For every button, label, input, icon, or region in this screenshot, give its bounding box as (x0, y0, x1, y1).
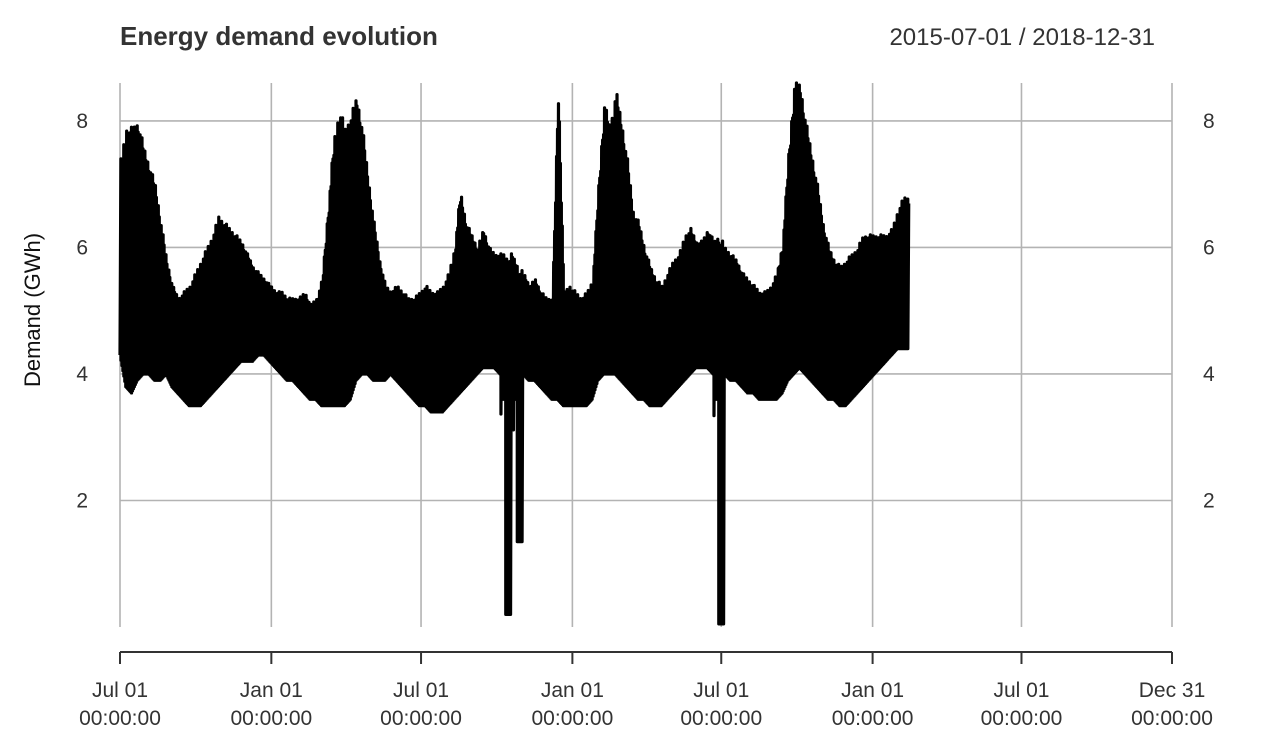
x-tick-label-time: 00:00:00 (981, 707, 1063, 730)
x-tick-label-time: 00:00:00 (380, 707, 462, 730)
x-axis (119, 651, 1173, 664)
x-tick-label: Jul 01 (993, 679, 1049, 702)
y-tick-label-left: 8 (76, 110, 88, 133)
x-tick-label: Jan 01 (240, 679, 303, 702)
y-tick-label-right: 4 (1203, 363, 1215, 386)
x-tick-label-time: 00:00:00 (1131, 707, 1213, 730)
y-tick-label-left: 4 (76, 363, 88, 386)
x-tick-label: Jul 01 (92, 679, 148, 702)
x-tick-label: Jan 01 (541, 679, 604, 702)
x-tick-label: Jan 01 (841, 679, 904, 702)
x-tick-label-time: 00:00:00 (230, 707, 312, 730)
series-line-demand (118, 81, 911, 626)
x-tick-label-time: 00:00:00 (532, 707, 614, 730)
y-tick-label-right: 8 (1203, 110, 1215, 133)
y-tick-label-right: 6 (1203, 236, 1215, 259)
x-tick-label-time: 00:00:00 (832, 707, 914, 730)
y-axis-label: Demand (GWh) (20, 233, 45, 387)
x-tick-label: Dec 31 (1139, 679, 1206, 702)
chart-title: Energy demand evolution (120, 21, 438, 51)
x-tick-label-time: 00:00:00 (680, 707, 762, 730)
series-layer (118, 81, 911, 626)
x-tick-label: Jul 01 (693, 679, 749, 702)
x-tick-label-time: 00:00:00 (79, 707, 161, 730)
y-tick-label-left: 6 (76, 236, 88, 259)
y-tick-label-right: 2 (1203, 489, 1215, 512)
y-tick-label-left: 2 (76, 489, 88, 512)
date-range-label: 2015-07-01 / 2018-12-31 (889, 24, 1155, 51)
x-tick-label: Jul 01 (393, 679, 449, 702)
tick-labels: 2 2 4 4 6 6 8 8 Jul 01 00:00:00 Jan 01 00:00:00 Jul … (76, 110, 1215, 730)
